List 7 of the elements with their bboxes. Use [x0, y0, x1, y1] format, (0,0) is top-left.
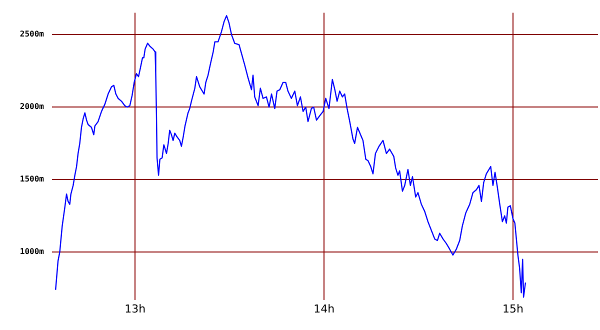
x-tick-label: 14h [314, 302, 335, 316]
y-tick-label: 1000m [20, 247, 44, 256]
y-tick-label: 2000m [20, 102, 44, 112]
y-tick-label: 1500m [20, 174, 44, 184]
y-tick-label: 2500m [20, 30, 44, 39]
x-tick-label: 15h [502, 302, 524, 316]
x-tick-label: 13h [124, 302, 146, 316]
